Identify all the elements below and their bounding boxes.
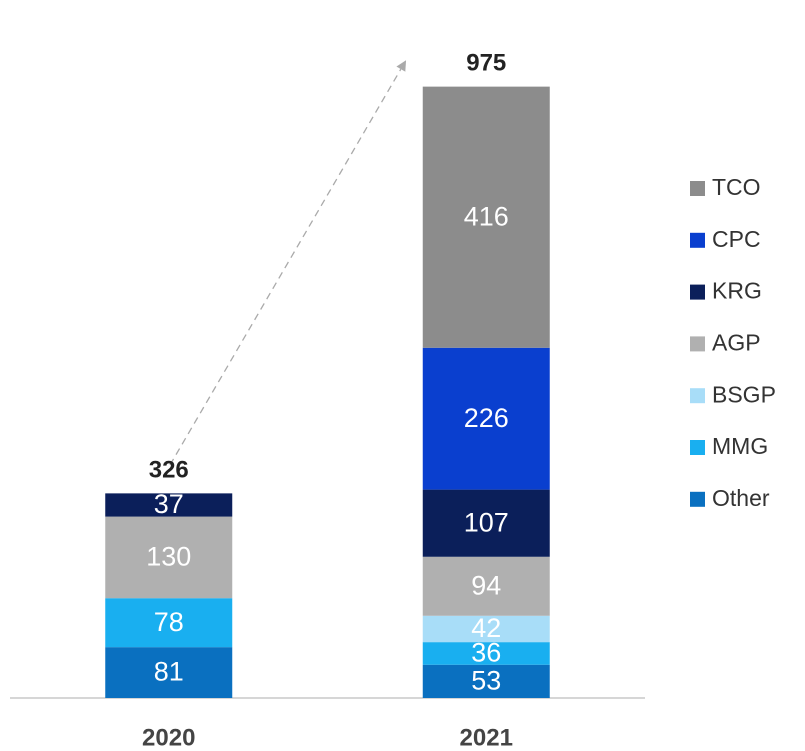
value-label: 226: [464, 403, 509, 433]
legend-swatch: [690, 232, 705, 248]
growth-arrow: [169, 60, 407, 466]
value-label: 81: [154, 657, 184, 687]
value-label: 53: [471, 665, 501, 695]
value-label: 416: [464, 201, 509, 231]
legend-swatch: [690, 388, 705, 404]
bar-segment: [105, 598, 233, 648]
bar-segment: [422, 347, 550, 490]
value-label: 78: [154, 607, 184, 637]
legend-label: Other: [712, 485, 770, 511]
legend-swatch: [690, 491, 705, 507]
x-tick-label: 2020: [142, 724, 195, 751]
legend-label: CPC: [712, 226, 761, 252]
bar-segment: [422, 86, 550, 348]
legend-swatch: [690, 440, 705, 455]
value-label: 42: [471, 613, 501, 643]
value-label: 37: [154, 489, 184, 519]
legend-label: TCO: [712, 174, 761, 200]
total-label: 326: [149, 457, 189, 484]
x-tick-label: 2021: [460, 724, 513, 751]
value-label: 107: [464, 507, 509, 537]
legend-label: KRG: [712, 278, 762, 304]
legend-swatch: [690, 284, 705, 300]
value-label: 36: [471, 638, 501, 668]
value-label: 130: [146, 542, 191, 572]
bar-segment: [422, 556, 550, 616]
total-label: 975: [466, 49, 506, 76]
bar-segment: [422, 615, 550, 643]
bar-segment: [422, 642, 550, 665]
bar-segment: [105, 493, 233, 517]
legend-label: MMG: [712, 433, 768, 459]
legend-swatch: [690, 181, 705, 196]
value-label: 94: [471, 570, 501, 600]
bar-segment: [105, 516, 233, 599]
legend-swatch: [690, 336, 705, 352]
bar-segment: [422, 664, 550, 698]
bar-segment: [105, 647, 233, 698]
legend-label: BSGP: [712, 381, 776, 407]
bar-segment: [422, 489, 550, 557]
legend-label: AGP: [712, 329, 761, 355]
